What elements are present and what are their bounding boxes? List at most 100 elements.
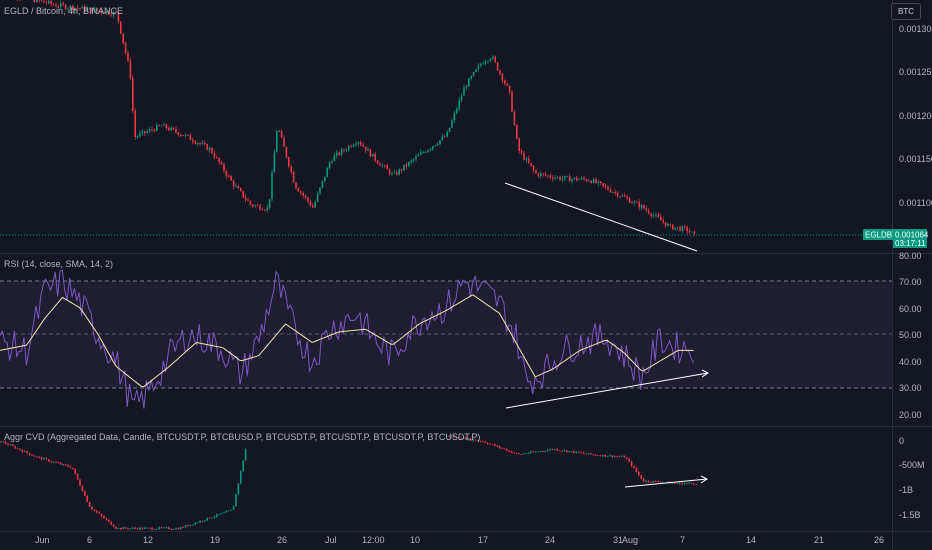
cvd-seg1-candle-31 <box>520 454 522 455</box>
price-candle-112 <box>268 199 271 208</box>
cvd-seg1-candle-20 <box>494 444 496 446</box>
cvd-seg0-candle-96 <box>230 509 232 511</box>
price-candle-252 <box>604 185 607 187</box>
price-candle-178 <box>427 150 429 153</box>
price-candle-97 <box>232 180 235 187</box>
cvd-seg0-candle-81 <box>194 522 196 525</box>
cvd-seg1-candle-40 <box>542 451 544 452</box>
time-label-31: 31 <box>613 535 623 545</box>
cvd-seg0-candle-89 <box>213 516 216 518</box>
cvd-seg1-candle-99 <box>683 483 686 485</box>
price-candle-111 <box>266 207 268 210</box>
price-candle-99 <box>237 185 240 189</box>
rsi-title[interactable]: RSI (14, close, SMA, 14, 2) <box>4 259 113 269</box>
cvd-seg1-candle-6 <box>460 438 462 440</box>
cvd-seg0-candle-70 <box>168 527 170 530</box>
cvd-seg1-candle-35 <box>530 451 532 454</box>
cvd-seg1-candle-58 <box>585 453 587 455</box>
cvd-seg0-candle-77 <box>184 525 187 528</box>
price-candle-118 <box>283 137 285 147</box>
cvd-seg1-candle-70 <box>614 456 616 458</box>
price-candle-273 <box>655 214 657 216</box>
cvd-seg1-candle-27 <box>510 451 513 453</box>
cvd-seg1-candle-76 <box>628 458 630 462</box>
cvd-seg1-candle-37 <box>534 451 537 453</box>
price-candle-232 <box>556 177 559 178</box>
price-candle-269 <box>645 208 648 211</box>
cvd-seg0-candle-4 <box>9 444 12 446</box>
cvd-seg1-candle-32 <box>522 453 525 455</box>
cvd-seg1-candle-43 <box>549 449 551 451</box>
price-trendline[interactable] <box>504 182 698 252</box>
price-candle-170 <box>408 161 410 167</box>
rsi-label-20: 20.00 <box>899 410 922 420</box>
time-label-17: 17 <box>478 535 488 545</box>
price-candle-213 <box>511 91 513 112</box>
time-label-26: 26 <box>277 535 287 545</box>
cvd-seg0-candle-44 <box>105 518 108 520</box>
price-label-1100: 0.001100 <box>899 198 932 208</box>
price-candle-234 <box>561 178 564 180</box>
price-candle-41 <box>98 10 100 12</box>
symbol-badge-text: EGLDBTC <box>865 231 903 240</box>
price-candle-163 <box>391 173 393 175</box>
price-candle-224 <box>537 173 540 177</box>
cvd-trendline[interactable] <box>624 478 708 488</box>
time-label-10: 10 <box>410 535 420 545</box>
price-candle-166 <box>398 169 400 175</box>
price-candle-185 <box>444 136 446 138</box>
price-candle-84 <box>201 143 204 144</box>
cvd-seg1-candle-54 <box>575 451 578 453</box>
cvd-seg1-candle-10 <box>470 438 472 441</box>
cvd-seg0-candle-14 <box>33 455 36 457</box>
price-candle-243 <box>583 177 585 180</box>
price-candle-67 <box>160 125 163 127</box>
price-candle-137 <box>328 162 331 168</box>
price-candle-61 <box>146 131 148 133</box>
price-candle-177 <box>424 152 427 154</box>
price-candle-37 <box>88 7 91 9</box>
cvd-seg1-candle-42 <box>546 450 549 452</box>
price-candle-208 <box>499 70 501 74</box>
cvd-seg0-candle-64 <box>153 529 156 531</box>
time-label-21: 21 <box>814 535 824 545</box>
price-candle-133 <box>319 187 321 194</box>
price-candle-246 <box>590 180 592 183</box>
price-candle-196 <box>470 76 472 79</box>
price-candle-86 <box>206 144 208 151</box>
price-candle-283 <box>679 227 681 231</box>
price-candle-147 <box>352 145 355 147</box>
cvd-seg0-candle-97 <box>232 506 235 510</box>
price-candle-237 <box>568 176 571 182</box>
currency-button[interactable]: BTC <box>891 3 921 20</box>
symbol-title[interactable]: EGLD / Bitcoin, 4h, BINANCE <box>4 6 123 16</box>
cvd-seg1-candle-55 <box>578 451 580 453</box>
cvd-seg1-candle-33 <box>525 453 527 455</box>
cvd-seg1-candle-44 <box>551 449 554 451</box>
cvd-seg1-candle-8 <box>465 437 467 440</box>
cvd-title[interactable]: Aggr CVD (Aggregated Data, Candle, BTCUS… <box>4 432 480 442</box>
cvd-seg0-candle-50 <box>120 528 122 530</box>
cvd-seg1-candle-15 <box>482 441 484 443</box>
rsi-trendline[interactable] <box>505 372 709 409</box>
cvd-seg1-candle-75 <box>626 457 628 459</box>
rsi-label-80: 80.00 <box>899 251 922 261</box>
cvd-seg1-candle-41 <box>544 451 546 453</box>
cvd-seg0-candle-7 <box>16 448 19 450</box>
cvd-seg0-candle-12 <box>28 453 31 455</box>
cvd-seg0-candle-95 <box>228 510 230 512</box>
cvd-label-0: 0 <box>899 436 904 446</box>
cvd-seg1-candle-13 <box>477 440 479 442</box>
price-candle-160 <box>384 165 386 167</box>
symbol-badge <box>863 229 893 240</box>
price-candle-29 <box>69 5 72 9</box>
cvd-seg0-candle-3 <box>7 443 9 445</box>
price-candle-15 <box>36 0 38 3</box>
cvd-seg1-candle-2 <box>450 436 453 438</box>
price-candle-80 <box>192 139 194 142</box>
cvd-seg1-candle-59 <box>587 453 590 455</box>
price-candle-211 <box>506 83 508 86</box>
cvd-seg0-candle-85 <box>204 520 206 522</box>
price-candle-222 <box>532 165 535 171</box>
